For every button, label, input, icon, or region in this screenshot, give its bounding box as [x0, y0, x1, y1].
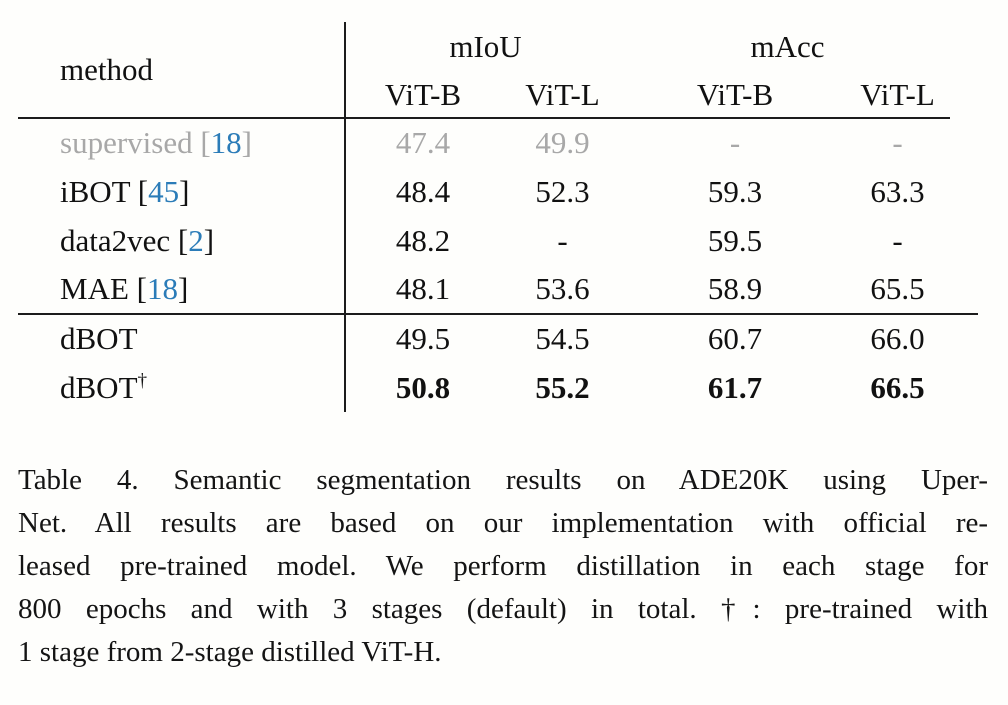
col-group-macc: mAcc [750, 29, 825, 65]
table-row-supervised: supervised [18] 47.4 49.9 - - [18, 118, 978, 167]
citation-link[interactable]: 18 [210, 125, 242, 161]
cell-miou-vitl: 54.5 [500, 313, 626, 363]
col-header-macc-vitb: ViT-B [625, 72, 846, 119]
citation-link[interactable]: 18 [146, 271, 178, 307]
cell-macc-vitb: 59.5 [707, 222, 763, 258]
col-group-miou: mIoU [343, 22, 626, 72]
method-label: data2vec [2] [60, 222, 215, 258]
cell-macc-vitb: 59.3 [707, 173, 763, 209]
table-row-dbot-dagger: dBOT† 50.8 55.2 61.7 66.5 [18, 363, 978, 412]
method-label: dBOT† [60, 369, 148, 405]
cell-miou-vitb: 47.4 [344, 118, 500, 167]
spacer-cell [950, 216, 978, 265]
cell-macc-vitl: - [892, 222, 903, 258]
table-row-mae: MAE [18] 48.1 53.6 58.9 65.5 [18, 265, 978, 314]
table-caption: Table 4. Semantic segmentation results o… [18, 459, 988, 674]
caption-line: Net. All results are based on our implem… [18, 507, 988, 539]
spacer-cell [950, 363, 978, 412]
table-row-data2vec: data2vec [2] 48.2 - 59.5 - [18, 216, 978, 265]
dagger-mark: † [137, 370, 148, 392]
cell-macc-vitl: 63.3 [870, 173, 925, 209]
cell-miou-vitl: 49.9 [535, 125, 590, 161]
results-table: method mIoU mAcc ViT-B ViT-L ViT-B ViT-L… [18, 22, 979, 412]
spacer-cell [950, 265, 978, 314]
spacer-cell [950, 167, 978, 216]
method-label: MAE [18] [60, 271, 189, 307]
spacer-cell [950, 118, 978, 167]
col-header-macc-vitl: ViT-L [845, 72, 951, 119]
cell-macc-vitb: - [729, 125, 741, 161]
caption-line: Table 4. Semantic segmentation results o… [18, 464, 988, 496]
cell-miou-vitl: 55.2 [535, 369, 590, 405]
caption-line: 800 epochs and with 3 stages (default) i… [18, 593, 988, 625]
cell-macc-vitl: 66.0 [845, 313, 951, 363]
spacer-cell [950, 313, 979, 363]
col-header-miou-vitl: ViT-L [500, 72, 626, 119]
cell-macc-vitb: 58.9 [707, 271, 763, 307]
cell-miou-vitb: 48.2 [344, 216, 500, 265]
cell-macc-vitl: 66.5 [870, 369, 925, 405]
cell-macc-vitl: - [892, 125, 903, 161]
cell-miou-vitl: 53.6 [535, 271, 590, 307]
col-header-miou-vitb: ViT-B [344, 72, 500, 119]
citation-link[interactable]: 2 [188, 222, 204, 258]
cell-miou-vitl: 52.3 [535, 173, 590, 209]
cell-miou-vitb: 49.5 [344, 313, 500, 363]
cell-miou-vitb: 48.4 [344, 167, 500, 216]
cell-miou-vitl: - [557, 222, 568, 258]
results-table-block: method mIoU mAcc ViT-B ViT-L ViT-B ViT-L… [18, 22, 979, 412]
spacer-cell [950, 22, 978, 118]
col-header-method: method [18, 22, 345, 119]
cell-miou-vitb: 48.1 [344, 265, 500, 314]
caption-line: 1 stage from 2-stage distilled ViT-H. [18, 636, 442, 668]
method-label: iBOT [45] [60, 173, 190, 209]
cell-macc-vitb: 61.7 [707, 369, 763, 405]
caption-line: leased pre-trained model. We perform dis… [18, 550, 988, 582]
method-label: supervised [18] [60, 125, 252, 161]
cell-miou-vitb: 50.8 [344, 363, 500, 412]
table-row-dbot: dBOT 49.5 54.5 60.7 66.0 [18, 313, 979, 363]
cell-macc-vitb: 60.7 [625, 313, 846, 363]
table-row-ibot: iBOT [45] 48.4 52.3 59.3 63.3 [18, 167, 978, 216]
method-label: dBOT [18, 313, 345, 363]
cell-macc-vitl: 65.5 [870, 271, 925, 307]
citation-link[interactable]: 45 [148, 173, 180, 209]
